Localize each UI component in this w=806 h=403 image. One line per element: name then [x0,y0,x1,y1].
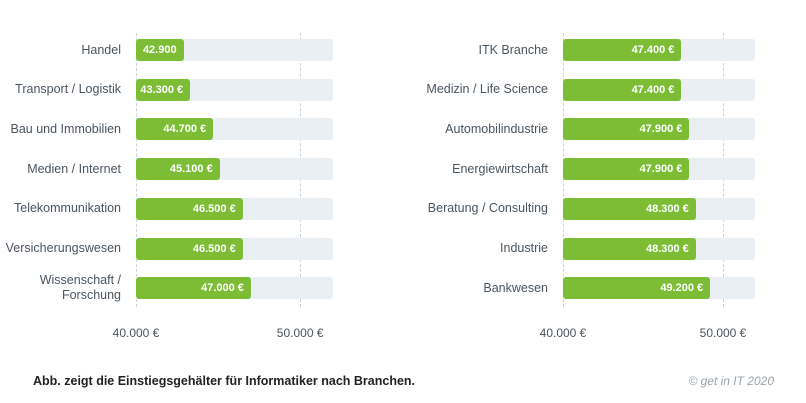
value-label: 47.900 € [639,163,683,176]
bar [136,158,220,181]
value-label: 44.700 € [163,123,207,136]
value-label: 48.300 € [645,202,689,215]
value-label: 46.500 € [192,242,236,255]
category-label: Telekommunikation [14,201,121,216]
category-label: Beratung / Consulting [427,201,548,216]
value-label: 46.500 € [192,202,236,215]
category-label: Bau und Immobilien [10,121,121,136]
category-label: Industrie [500,241,548,255]
bar [563,158,690,181]
value-label: 47.000 € [201,282,244,295]
bar [136,78,191,101]
bar [563,78,682,101]
bar [136,39,184,61]
caption: Abb. zeigt die Einstiegsgehälter für Inf… [33,374,416,388]
category-label: ITK Branche [478,42,548,57]
category-label: Transport / Logistik [15,82,121,97]
x-tick-label: 40.000 € [112,326,160,340]
x-tick-label: 50.000 € [276,326,324,340]
category-label: Automobilindustrie [445,121,548,136]
bar [136,197,243,220]
value-label: 45.100 € [169,163,213,176]
value-label: 42.900 € [142,44,177,78]
bar-track [136,39,333,61]
category-label: Wissenschaft / Forschung [39,273,121,303]
category-label: Versicherungswesen [5,241,121,255]
bar [136,118,214,141]
bar [563,237,696,260]
value-label: 47.400 € [631,44,675,56]
credit: © get in IT 2020 [688,374,774,388]
value-label: 43.300 € [140,83,184,96]
category-label: Medien / Internet [27,161,121,176]
bar [136,277,251,300]
category-label: Bankwesen [483,280,548,295]
bar [136,237,243,260]
category-label: Energiewirtschaft [452,161,548,176]
value-label: 49.200 € [660,282,704,295]
category-label: Handel [81,42,121,57]
bar [563,39,682,61]
bar [563,118,690,141]
value-label: 47.400 € [631,83,675,96]
value-label: 47.900 € [639,123,683,136]
bar [563,277,711,300]
x-tick-label: 50.000 € [699,326,747,340]
x-tick-label: 40.000 € [539,326,587,340]
category-label: Medizin / Life Science [426,82,548,97]
value-label: 48.300 € [645,242,689,255]
bar [563,197,696,220]
